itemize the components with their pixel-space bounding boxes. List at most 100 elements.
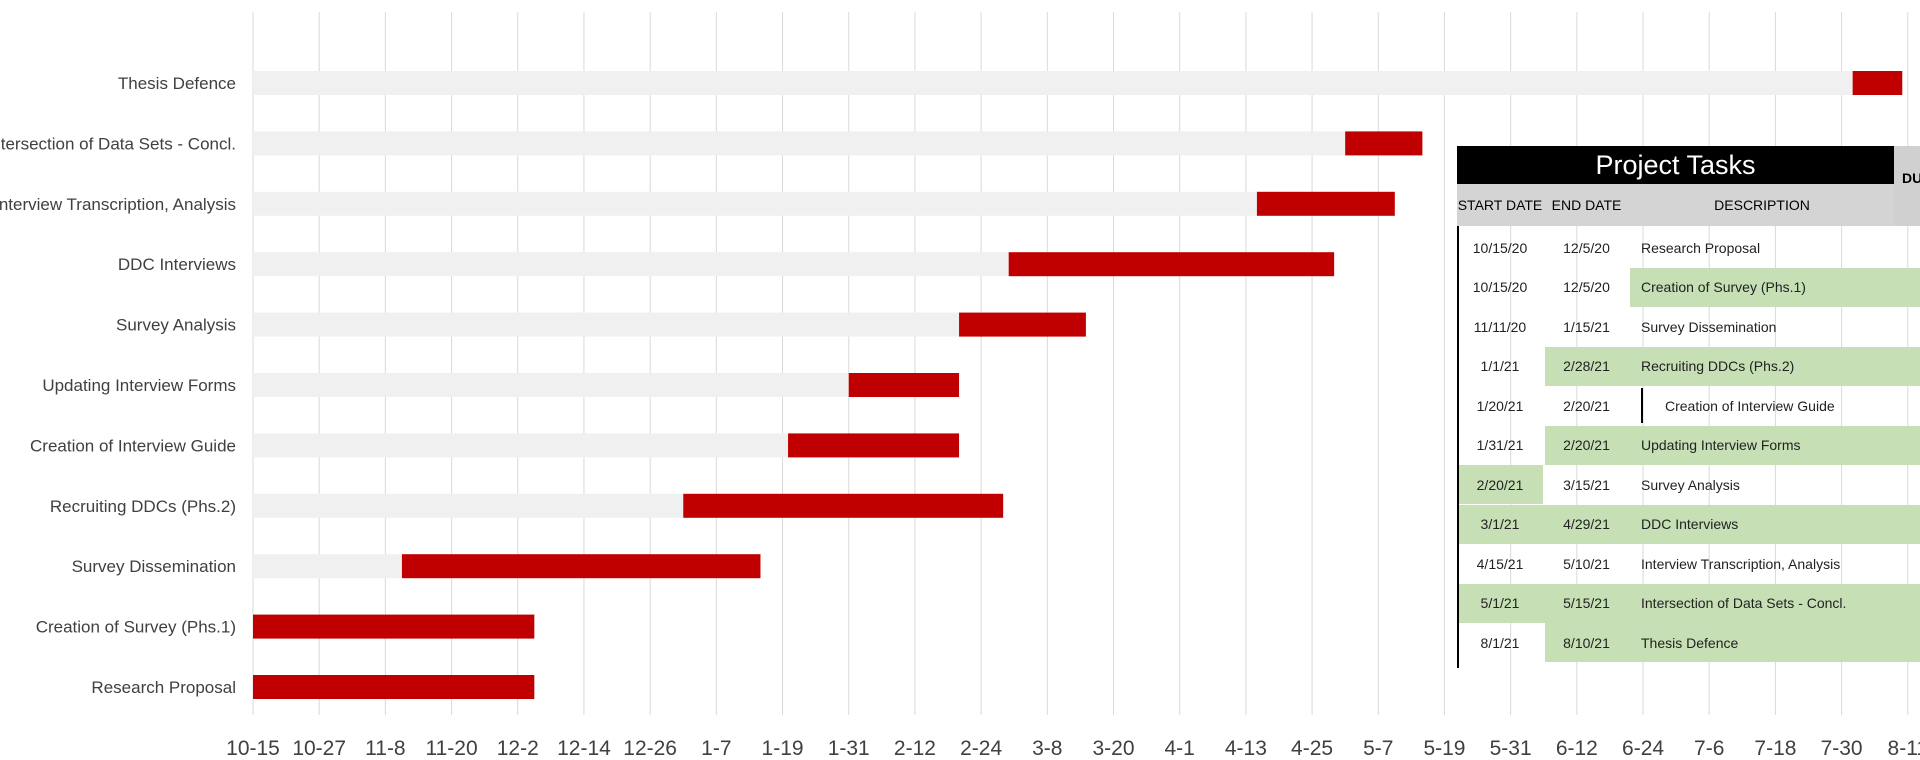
start-date-cell: 3/1/21 — [1480, 516, 1520, 532]
task-bars — [253, 71, 1903, 699]
table-row: 5/1/21 5/15/21 Intersection of Data Sets -… — [1457, 583, 1920, 623]
start-date-cell: 1/20/21 — [1476, 397, 1524, 414]
table-row: 4/15/21 5/10/21 Interview Transcription, A… — [1457, 544, 1920, 583]
x-tick-label: 12-26 — [623, 737, 677, 760]
x-tick-label: 5-7 — [1363, 737, 1393, 760]
duration-header: DUR (D — [1894, 146, 1920, 226]
table-row: 2/20/21 3/15/21 Survey Analysis — [1457, 465, 1920, 504]
table-row: 10/15/20 12/5/20 Research Proposal — [1457, 228, 1920, 267]
task-track — [253, 493, 684, 518]
x-tick-label: 8-11 — [1888, 737, 1920, 760]
end-date-cell: 5/15/21 — [1563, 595, 1610, 611]
end-date-cell: 12/5/20 — [1563, 239, 1610, 256]
description-cell: Survey Dissemination — [1641, 318, 1777, 335]
description-cell: Creation of Survey (Phs.1) — [1641, 279, 1806, 295]
start-date-header: START DATE — [1457, 184, 1543, 226]
cell-divider — [1641, 388, 1643, 423]
x-tick-label: 4-25 — [1291, 737, 1333, 760]
table-row: 1/31/21 2/20/21 Updating Interview Forms — [1457, 425, 1920, 465]
table-row: 8/1/21 8/10/21 Thesis Defence — [1457, 623, 1920, 662]
start-date-cell: 10/15/20 — [1472, 279, 1528, 295]
x-tick-label: 1-7 — [701, 737, 731, 760]
table-row: 11/11/20 1/15/21 Survey Dissemination — [1457, 307, 1920, 346]
task-bar — [1008, 252, 1335, 277]
end-date-header: END DATE — [1543, 184, 1630, 226]
task-label: Creation of Interview Guide — [30, 436, 236, 455]
task-track — [253, 373, 849, 397]
task-bar — [1345, 131, 1423, 156]
task-label: Intersection of Data Sets - Concl. — [0, 134, 236, 153]
x-tick-label: 7-30 — [1821, 737, 1863, 760]
task-bar — [401, 554, 761, 579]
task-track — [253, 312, 960, 337]
x-tick-label: 6-24 — [1622, 737, 1664, 760]
end-date-cell: 12/5/20 — [1563, 279, 1610, 295]
track-bars — [253, 71, 1853, 579]
task-track — [253, 71, 1853, 95]
x-tick-label: 7-6 — [1694, 737, 1724, 760]
x-tick-label: 2-24 — [960, 737, 1002, 760]
x-tick-label: 5-31 — [1490, 737, 1532, 760]
x-tick-label: 11-8 — [365, 737, 405, 760]
task-track — [253, 554, 402, 579]
x-tick-label: 7-18 — [1754, 737, 1796, 760]
description-cell: Creation of Interview Guide — [1665, 397, 1835, 414]
description-cell: Thesis Defence — [1641, 634, 1739, 651]
task-track — [253, 131, 1346, 156]
task-label: Survey Analysis — [116, 316, 236, 335]
x-tick-label: 3-20 — [1092, 737, 1134, 760]
start-date-cell: 5/1/21 — [1480, 595, 1520, 611]
table-title: Project Tasks — [1457, 146, 1894, 184]
project-tasks-table: Project Tasks DUR (D START DATE END DATE… — [1457, 146, 1920, 668]
start-date-cell: 8/1/21 — [1480, 634, 1520, 651]
x-tick-label: 6-12 — [1556, 737, 1598, 760]
start-date-cell: 4/15/21 — [1476, 555, 1524, 572]
x-tick-label: 12-2 — [497, 737, 539, 760]
task-bar — [1256, 191, 1395, 216]
x-tick-label: 4-1 — [1165, 737, 1195, 760]
table-row: 1/20/21 2/20/21 Creation of Interview Guid… — [1457, 386, 1920, 425]
start-date-cell: 2/20/21 — [1476, 476, 1524, 493]
table-row: 3/1/21 4/29/21 DDC Interviews — [1457, 504, 1920, 544]
task-bar — [959, 312, 1086, 337]
task-labels: Research Proposal Creation of Survey (Phs… — [0, 74, 236, 697]
task-label: Thesis Defence — [118, 74, 236, 93]
start-date-cell: 1/31/21 — [1476, 437, 1524, 453]
description-cell: DDC Interviews — [1641, 516, 1739, 532]
task-label: DDC Interviews — [118, 255, 236, 274]
end-date-cell: 2/28/21 — [1563, 358, 1610, 374]
table-left-border — [1457, 226, 1459, 668]
task-label: Recruiting DDCs (Phs.2) — [50, 497, 236, 516]
end-date-cell: 2/20/21 — [1563, 397, 1610, 414]
x-tick-label: 1-31 — [828, 737, 870, 760]
table-row: 10/15/20 12/5/20 Creation of Survey (Phs.1… — [1457, 267, 1920, 307]
description-cell: Intersection of Data Sets - Concl. — [1641, 595, 1847, 611]
start-date-cell: 1/1/21 — [1480, 358, 1520, 374]
end-date-cell: 1/15/21 — [1563, 318, 1610, 335]
task-label: Creation of Survey (Phs.1) — [36, 618, 236, 637]
x-tick-label: 10-15 — [226, 737, 280, 760]
task-bar — [253, 675, 535, 699]
description-cell: Research Proposal — [1641, 239, 1761, 256]
task-bar — [788, 433, 960, 458]
x-tick-label: 1-19 — [762, 737, 804, 760]
task-track — [253, 191, 1257, 216]
x-tick-label: 3-8 — [1032, 737, 1062, 760]
end-date-cell: 2/20/21 — [1563, 437, 1610, 453]
task-track — [253, 433, 789, 458]
x-tick-label: 4-13 — [1225, 737, 1267, 760]
description-cell: Updating Interview Forms — [1641, 437, 1801, 453]
x-tick-label: 2-12 — [894, 737, 936, 760]
task-label: Survey Dissemination — [72, 557, 236, 576]
end-date-cell: 5/10/21 — [1563, 555, 1610, 572]
description-cell: Survey Analysis — [1641, 476, 1740, 493]
end-date-cell: 3/15/21 — [1563, 476, 1610, 493]
task-track — [253, 252, 1009, 277]
x-axis-ticks: 10-15 10-27 11-8 11-20 12-2 12-14 12-26 1-7 1-19… — [226, 737, 1920, 760]
description-header: DESCRIPTION — [1630, 184, 1894, 226]
end-date-cell: 4/29/21 — [1563, 516, 1610, 532]
task-bar — [683, 493, 1004, 518]
task-label: Updating Interview Forms — [42, 376, 236, 395]
start-date-cell: 10/15/20 — [1472, 239, 1528, 256]
start-date-cell: 11/11/20 — [1473, 318, 1527, 335]
